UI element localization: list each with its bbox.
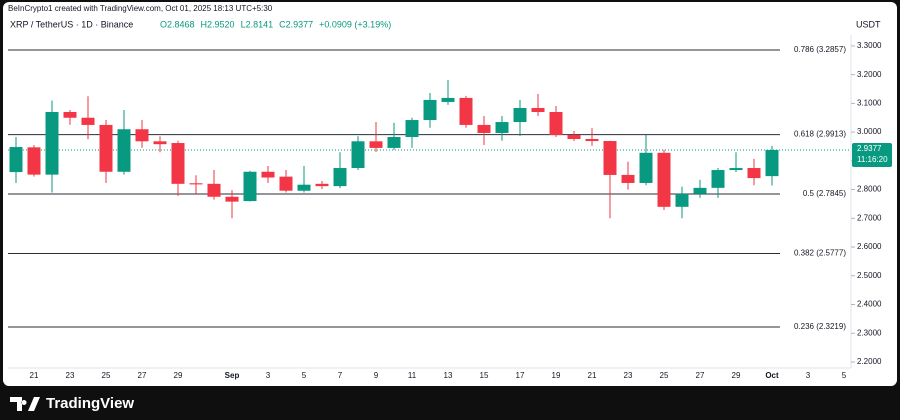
ohlc-legend-item: +0.0909 (+3.19%): [319, 19, 391, 29]
y-tick-label: 2.6000: [857, 242, 882, 251]
fib-label: 0.786 (3.2857): [794, 45, 846, 54]
candle-body: [531, 107, 545, 113]
candle-body: [639, 152, 653, 183]
candle-body: [171, 143, 185, 184]
x-tick-label: 19: [552, 371, 561, 380]
candle-body: [279, 176, 293, 191]
x-tick-label: 15: [480, 371, 489, 380]
candle-body: [711, 170, 725, 188]
candle-body: [351, 141, 365, 169]
x-tick-label: 23: [624, 371, 633, 380]
candle-body: [99, 124, 113, 172]
symbol: XRP / TetherUS · 1D · Binance: [10, 19, 133, 29]
y-tick-label: 3.1000: [857, 98, 882, 107]
y-tick-label: 2.2000: [857, 357, 882, 366]
x-tick-label: Sep: [225, 371, 240, 380]
candle-body: [603, 141, 617, 175]
ohlc-legend-item: C2.9377: [279, 19, 313, 29]
candle-body: [513, 107, 527, 123]
ohlc-legend-item: L2.8141: [241, 19, 274, 29]
candle-body: [477, 124, 491, 133]
candle-body: [297, 184, 311, 191]
candle-body: [153, 141, 167, 145]
candle-body: [315, 183, 329, 187]
candle-body: [45, 112, 59, 175]
y-tick-label: 2.8000: [857, 185, 882, 194]
candle-body: [63, 112, 77, 118]
candle-body: [495, 122, 509, 133]
candle-body: [369, 141, 383, 148]
x-tick-label: 7: [338, 371, 343, 380]
brand-logo: [10, 397, 40, 411]
candle-body: [729, 168, 743, 171]
x-tick-label: 3: [806, 371, 811, 380]
x-tick-label: 9: [374, 371, 379, 380]
fib-label: 0.618 (2.9913): [794, 130, 846, 139]
x-tick-label: 5: [302, 371, 307, 380]
countdown: 11:16:20: [857, 155, 888, 164]
candle-body: [243, 171, 257, 202]
candle-body: [27, 147, 41, 175]
candle-body: [549, 112, 563, 135]
x-tick-label: 3: [266, 371, 271, 380]
ohlc-legend-item: H2.9520: [201, 19, 235, 29]
candle-body: [261, 171, 275, 178]
price-tag: [852, 143, 892, 168]
ohlc-legend-item: O2.8468: [160, 19, 195, 29]
x-tick-label: 27: [138, 371, 147, 380]
candle-body: [405, 120, 419, 137]
x-tick-label: 29: [174, 371, 183, 380]
candle-body: [693, 187, 707, 194]
y-tick-label: 3.2000: [857, 70, 882, 79]
candle-body: [621, 174, 635, 183]
candle-body: [441, 97, 455, 102]
x-tick-label: 25: [660, 371, 669, 380]
x-tick-label: 25: [102, 371, 111, 380]
fib-label: 0.382 (2.5777): [794, 249, 846, 258]
x-tick-label: 17: [516, 371, 525, 380]
x-tick-label: 27: [696, 371, 705, 380]
x-tick-label: 21: [30, 371, 39, 380]
y-tick-label: 3.3000: [857, 41, 882, 50]
candle-body: [207, 183, 221, 197]
x-tick-label: 11: [408, 371, 417, 380]
candle-body: [333, 168, 347, 187]
fib-label: 0.236 (2.3219): [794, 322, 846, 331]
x-tick-label: 5: [842, 371, 847, 380]
x-tick-label: 29: [732, 371, 741, 380]
candle-body: [189, 183, 203, 185]
x-tick-label: 13: [444, 371, 453, 380]
candle-body: [567, 134, 581, 140]
candle-body: [81, 117, 95, 125]
y-tick-label: 2.5000: [857, 271, 882, 280]
y-tick-label: 2.4000: [857, 300, 882, 309]
candle-body: [387, 136, 401, 148]
candle-body: [9, 147, 23, 173]
y-tick-label: 2.3000: [857, 328, 882, 337]
header: BeInCrypto1 created with TradingView.com…: [8, 4, 273, 13]
brand-name: TradingView: [46, 395, 134, 412]
candle-body: [423, 99, 437, 121]
y-tick-label: 2.7000: [857, 213, 882, 222]
x-tick-label: 23: [66, 371, 75, 380]
candle-body: [675, 193, 689, 207]
candle-body: [657, 152, 671, 207]
candle-body: [225, 196, 239, 202]
currency: USDT: [856, 19, 881, 29]
y-tick-label: 3.0000: [857, 127, 882, 136]
candle-body: [459, 97, 473, 125]
candle-body: [585, 139, 599, 142]
candle-body: [747, 168, 761, 179]
x-tick-label: 21: [588, 371, 597, 380]
price-tag-label: 2.9377: [857, 144, 882, 153]
fib-label: 0.5 (2.7845): [803, 189, 846, 198]
candle-body: [117, 129, 131, 172]
candle-body: [135, 129, 149, 142]
brand: TradingView: [10, 395, 134, 412]
candle-body: [765, 150, 779, 177]
x-tick-label: Oct: [765, 371, 779, 380]
